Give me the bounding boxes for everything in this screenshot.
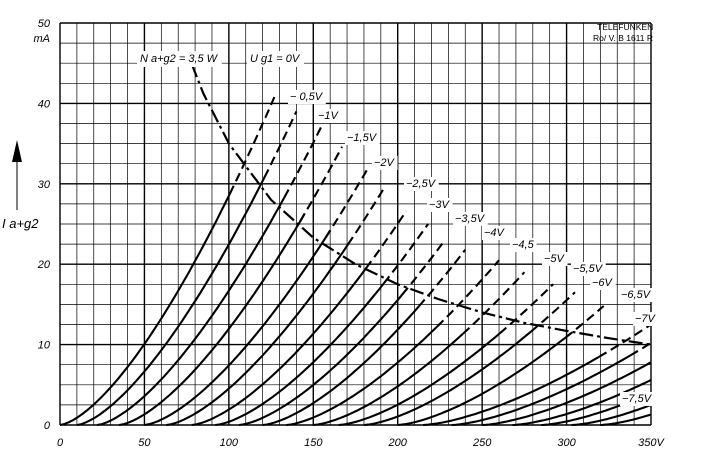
curve-label: −7V	[635, 313, 657, 325]
x-tick-label: 150	[304, 437, 323, 449]
curve--3,5V-dashed	[382, 223, 429, 285]
curve--6V-solid	[338, 332, 501, 427]
curve-label: −3,5V	[455, 213, 486, 225]
curve--7,5V-solid	[422, 356, 600, 427]
curve--6,5V-dashed	[530, 291, 576, 333]
y-tick-label: 20	[37, 259, 51, 271]
curve--10,5V-solid	[600, 413, 652, 427]
curve-label: −4V	[484, 227, 506, 239]
y-tick-label: 40	[38, 98, 51, 110]
y-tick-label: 50	[38, 18, 51, 30]
curve-label: −1V	[318, 110, 340, 122]
curve-label-bg	[482, 226, 508, 240]
curve--7V-solid	[397, 337, 566, 427]
curve--8V-solid	[451, 354, 631, 427]
curve--5,5V-dashed	[462, 271, 526, 335]
curve--3V-solid	[191, 267, 367, 427]
x-tick-label: 350V	[638, 437, 665, 449]
curve--5,5V-solid	[313, 333, 464, 427]
x-tick-label: 200	[388, 437, 408, 449]
curve-label: −1,5V	[347, 132, 378, 144]
curve--4,5-dashed	[418, 249, 467, 308]
curve-label: −6V	[592, 277, 614, 289]
curve--0,5V-dashed	[263, 110, 298, 178]
curve--1V-solid	[96, 196, 286, 427]
curve--4,5-solid	[262, 305, 420, 427]
curve--4V-dashed	[401, 239, 446, 296]
curve--0,5V-solid	[76, 177, 266, 427]
curve--2,5V-solid	[166, 244, 349, 427]
x-tick-label: 250	[472, 437, 492, 449]
curve-labels: − 0,5V −1V −1,5V −2V −2,5V −3V −3,5V −4V −4,5 −5V…	[137, 51, 659, 406]
curve-label-bg	[288, 90, 326, 104]
curve-label: −5,5V	[573, 263, 604, 275]
source-line-1: TELEFUNKEN	[597, 22, 653, 32]
curve-label: −4,5	[512, 239, 535, 251]
curve-label: −2V	[374, 157, 396, 169]
curve-label-bg	[316, 109, 342, 123]
curve--8,5V-solid	[482, 361, 652, 427]
curve--2V-solid	[144, 229, 332, 427]
curve--7,5V-dashed	[598, 323, 652, 358]
curve-label: −7,5V	[622, 393, 653, 405]
x-tick-label: 0	[57, 437, 64, 449]
curve-label-bg	[372, 156, 398, 170]
power-limit-curve	[190, 63, 652, 346]
y-tick-label: 30	[38, 179, 51, 191]
curve--1V-dashed	[283, 125, 323, 199]
curve--9V-solid	[512, 379, 652, 427]
x-tick-label: 50	[138, 437, 151, 449]
curve-label-bg	[510, 238, 537, 252]
curve-label-bg	[633, 312, 659, 326]
curve-label-bg	[427, 198, 453, 212]
y-tick-label: 10	[38, 340, 51, 352]
curve-label-bg	[345, 131, 380, 145]
curve-label-bg	[404, 177, 439, 191]
curve-label-bg	[571, 262, 606, 276]
x-tick-label: 100	[220, 437, 239, 449]
curve-label: −5V	[544, 253, 566, 265]
curve-label-bg	[453, 212, 488, 226]
curve-label: −6,5V	[621, 289, 652, 301]
power-limit-label: N a+g2 = 3,5 W	[140, 53, 219, 65]
curve-label-bg	[619, 288, 654, 302]
y-tick-label: 0	[44, 420, 51, 432]
power-label-bg	[137, 51, 222, 67]
curve-0V-solid	[59, 193, 231, 427]
grid	[59, 22, 652, 426]
curves	[59, 63, 652, 427]
curve-label-bg	[620, 392, 655, 406]
curve-0V-dashed	[228, 96, 276, 195]
curve--10V-solid	[571, 403, 652, 427]
y-axis-label: I a+g2	[2, 216, 39, 231]
curve--1,5V-dashed	[299, 146, 343, 222]
curve-label-bg	[590, 276, 616, 290]
curve--4V-solid	[238, 294, 403, 427]
curve--5V-dashed	[436, 259, 500, 328]
y-unit-label: mA	[34, 33, 51, 45]
curve--7V-dashed	[564, 305, 605, 339]
curve-label: −2,5V	[406, 178, 437, 190]
curve--3,5V-solid	[215, 282, 385, 427]
curve-label: − 0,5V	[290, 91, 324, 103]
arrow-up-icon	[12, 140, 22, 162]
grid-label-bg	[247, 51, 304, 67]
curve--2,5V-dashed	[347, 187, 386, 246]
grid-voltage-label: U g1 = 0V	[250, 53, 301, 65]
curve--5V-solid	[286, 325, 438, 427]
source-line-2: Ro/ V. B 1611 R	[593, 33, 653, 43]
curve--6,5V-solid	[363, 330, 532, 427]
curve--3V-dashed	[365, 210, 408, 270]
axes: 0 50 100 150 200 250 300 350V 0 10 20 30 40 50 mA	[34, 18, 666, 449]
curve-label-bg	[542, 252, 568, 266]
curve--1,5V-solid	[118, 212, 306, 427]
curve-label: −3V	[429, 199, 451, 211]
curve--6V-dashed	[498, 283, 554, 335]
x-tick-label: 300	[557, 437, 576, 449]
